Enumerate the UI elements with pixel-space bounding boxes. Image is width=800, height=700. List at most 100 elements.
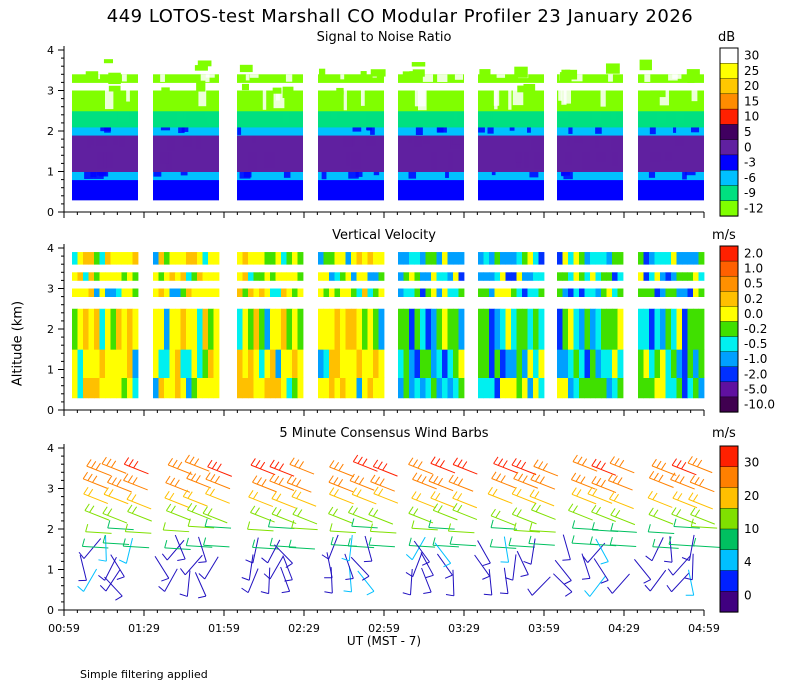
snr-cell bbox=[153, 179, 219, 201]
snr-cell bbox=[638, 135, 704, 152]
snr-cell bbox=[612, 151, 619, 167]
wind-barb-flag bbox=[127, 504, 133, 512]
vv-cell bbox=[213, 272, 220, 281]
vv-cell bbox=[191, 349, 198, 378]
wind-barb-flag bbox=[452, 457, 458, 465]
wind-barb-flag bbox=[689, 475, 695, 483]
vv-colorbar-label: -5.0 bbox=[744, 382, 767, 396]
y-tick-label: 2 bbox=[47, 523, 54, 536]
vv-cell bbox=[649, 377, 655, 399]
wind-barb-flag bbox=[490, 519, 494, 528]
snr-cell bbox=[402, 71, 414, 79]
snr-cell bbox=[370, 69, 386, 77]
wind-barb-flag bbox=[124, 523, 128, 532]
wind-barb-flag bbox=[81, 538, 85, 547]
snr-cell bbox=[237, 126, 303, 136]
snr-cell bbox=[509, 126, 515, 131]
wind-barb bbox=[593, 558, 609, 581]
snr-cell bbox=[282, 86, 294, 99]
vv-cell bbox=[568, 288, 574, 297]
vv-cell bbox=[94, 252, 100, 265]
wind-barb-flag bbox=[164, 540, 168, 549]
wind-barb bbox=[450, 543, 477, 547]
vv-cell bbox=[169, 272, 176, 281]
wind-barb-flag bbox=[382, 463, 388, 471]
wind-barb-flag bbox=[210, 474, 216, 482]
wind-barb bbox=[503, 567, 509, 594]
wind-barb-flag bbox=[584, 590, 591, 597]
vv-cell bbox=[180, 349, 187, 378]
wind-barb bbox=[611, 573, 630, 594]
vv-cell bbox=[292, 272, 298, 281]
wind-barb-flag bbox=[571, 520, 576, 529]
wind-barb-flag bbox=[457, 459, 463, 467]
vv-colorbar-swatch bbox=[719, 381, 739, 398]
vv-cell bbox=[197, 272, 203, 281]
vv-cell bbox=[208, 252, 214, 265]
snr-cell bbox=[492, 110, 501, 124]
vv-cell bbox=[557, 252, 563, 265]
vv-cell bbox=[538, 308, 545, 350]
vv-cell bbox=[367, 272, 374, 281]
wind-barb bbox=[673, 526, 700, 529]
snr-colorbar-label: 0 bbox=[744, 140, 752, 154]
vv-cell bbox=[88, 308, 95, 350]
wind-barb-flag bbox=[241, 587, 249, 594]
vv-cell bbox=[270, 288, 276, 297]
wind-barb bbox=[164, 547, 191, 551]
vv-cell bbox=[270, 349, 276, 378]
snr-cell bbox=[158, 151, 169, 164]
wind-barb-flag bbox=[98, 574, 105, 581]
vv-cell bbox=[442, 272, 448, 281]
wind-barb-flag bbox=[422, 561, 430, 566]
wind-barb-flag bbox=[377, 488, 384, 496]
wind-barb bbox=[330, 567, 333, 594]
wind-barb bbox=[589, 575, 606, 597]
vv-cell bbox=[153, 272, 159, 281]
vv-cell bbox=[242, 308, 249, 350]
vv-cell bbox=[132, 288, 139, 297]
vv-cell bbox=[665, 377, 672, 399]
wind-barb-flag bbox=[505, 577, 513, 581]
wind-barb-flag bbox=[349, 473, 355, 481]
vv-cell bbox=[175, 252, 181, 265]
wind-barb bbox=[430, 462, 456, 474]
wind-barb-flag bbox=[78, 551, 85, 559]
snr-cell bbox=[108, 72, 121, 85]
wind-barb-flag bbox=[333, 461, 340, 470]
wind-barb bbox=[428, 480, 454, 492]
wind-barb-flag bbox=[570, 472, 577, 480]
wind-barb-flag bbox=[576, 489, 582, 497]
wind-barb-flag bbox=[286, 475, 292, 483]
snr-cell bbox=[106, 151, 110, 168]
wind-barb-flag bbox=[609, 492, 615, 500]
vv-cell bbox=[213, 349, 220, 378]
vv-cell bbox=[533, 252, 539, 265]
vv-cell bbox=[99, 252, 106, 265]
snr-cell bbox=[453, 110, 458, 124]
snr-cell bbox=[523, 83, 536, 94]
vv-cell bbox=[590, 349, 596, 378]
wind-barb bbox=[490, 515, 516, 526]
snr-colorbar-swatch bbox=[719, 47, 739, 64]
vv-cell bbox=[318, 377, 324, 399]
wind-barb bbox=[511, 493, 537, 504]
wind-barb-flag bbox=[267, 519, 272, 527]
vv-cell bbox=[414, 308, 421, 350]
wind-barb bbox=[533, 465, 559, 477]
vv-colorbar-swatch bbox=[719, 275, 739, 292]
wind-barb bbox=[452, 569, 455, 596]
vv-cell bbox=[500, 288, 506, 297]
vv-cell bbox=[403, 288, 410, 297]
vv-cell bbox=[180, 272, 187, 281]
vv-cell bbox=[442, 308, 448, 350]
wind-barb bbox=[572, 461, 598, 472]
vv-cell bbox=[584, 252, 591, 265]
wind-barb-flag bbox=[128, 459, 134, 467]
vv-cell bbox=[522, 252, 528, 265]
wind-barb bbox=[83, 493, 109, 505]
vv-cell bbox=[693, 288, 699, 297]
vv-cell bbox=[127, 377, 133, 399]
wind-barb-flag bbox=[675, 509, 682, 517]
vv-cell bbox=[72, 349, 78, 378]
